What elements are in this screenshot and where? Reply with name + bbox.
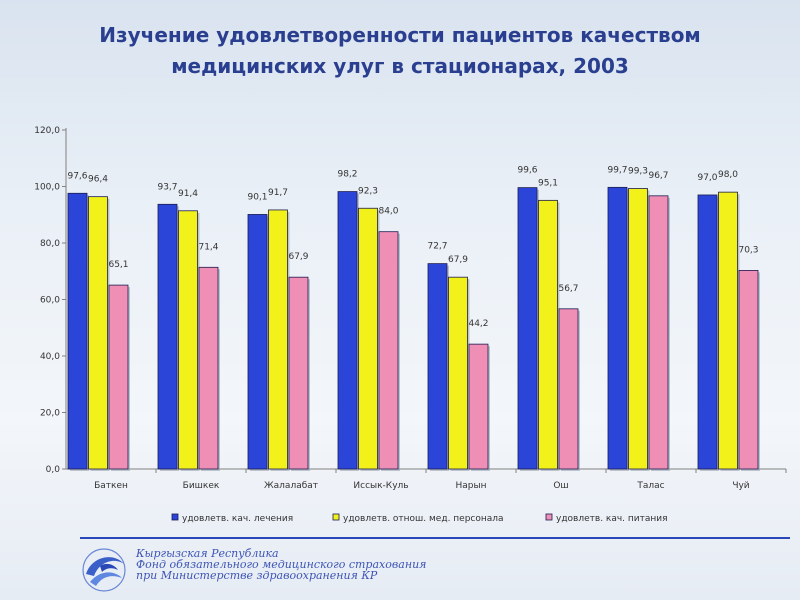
footer-text: Кыргызская Республика Фонд обязательного… — [136, 548, 426, 581]
bar — [648, 195, 669, 470]
y-tick-label: 0,0 — [46, 465, 61, 475]
footer-line-2: Фонд обязательного медицинского страхова… — [136, 558, 427, 571]
bar — [718, 191, 738, 470]
x-tick-label: Жалалабат — [264, 481, 318, 491]
legend-swatch — [332, 513, 340, 521]
x-tick-label: Ош — [553, 481, 568, 491]
bar — [67, 192, 88, 470]
bar-value-label: 99,3 — [628, 166, 648, 176]
legend-label: удовлетв. кач. лечения — [182, 514, 293, 524]
bar-value-label: 92,3 — [358, 186, 378, 196]
bar — [157, 203, 178, 470]
bar — [288, 276, 309, 470]
bar-value-label: 71,4 — [198, 242, 218, 252]
bar-value-label: 95,1 — [538, 178, 558, 188]
bar-chart: 0,0 20,0 40,0 60,0 80,0 100,0 120,0 97,6 96,4 65,… — [34, 126, 787, 524]
bar — [468, 343, 489, 470]
bar — [427, 263, 448, 470]
bar — [198, 266, 219, 470]
bar-value-label: 91,7 — [268, 188, 288, 198]
bar-value-label: 65,1 — [108, 260, 128, 270]
y-tick-label: 100,0 — [34, 183, 60, 193]
bar-value-label: 90,1 — [247, 192, 267, 202]
footer-divider — [80, 537, 790, 539]
y-tick-label: 20,0 — [40, 409, 60, 419]
bar — [358, 207, 378, 470]
bar-value-label: 98,0 — [718, 170, 738, 180]
bar-value-label: 84,0 — [378, 207, 398, 217]
bar-value-label: 99,6 — [517, 166, 537, 176]
bar — [88, 196, 108, 470]
bar-value-label: 96,7 — [648, 171, 668, 181]
x-tick-label: Иссык-Куль — [353, 481, 408, 491]
bar-value-label: 56,7 — [558, 284, 578, 294]
bar — [448, 276, 468, 470]
legend-swatch — [545, 513, 553, 521]
bar — [607, 186, 628, 470]
fund-logo-icon — [82, 548, 126, 592]
x-tick-label: Чуй — [732, 481, 749, 491]
bar — [538, 199, 558, 470]
x-tick-label: Бишкек — [183, 481, 220, 491]
bar-value-label: 96,4 — [88, 175, 108, 185]
x-tick-label: Талас — [636, 481, 664, 491]
chart-title: Изучение удовлетворенности пациентов кач… — [0, 20, 800, 82]
bar — [268, 209, 288, 470]
bar-value-label: 99,7 — [607, 165, 627, 175]
legend-swatch — [171, 513, 179, 521]
bar-value-label: 97,0 — [697, 173, 717, 183]
bar — [738, 270, 759, 470]
footer-line-1: Кыргызская Республика — [136, 547, 279, 560]
bar-value-label: 44,2 — [468, 319, 488, 329]
y-tick-label: 40,0 — [40, 352, 60, 362]
chart-title-line-1: Изучение удовлетворенности пациентов кач… — [99, 23, 701, 47]
bar-value-label: 98,2 — [337, 170, 357, 180]
footer-line-3: при Министерстве здравоохранения КР — [136, 569, 378, 582]
chart-title-line-2: медицинских улуг в стационарах, 2003 — [171, 54, 629, 78]
y-tick-label: 80,0 — [40, 239, 60, 249]
x-tick-label: Баткен — [94, 481, 128, 491]
bar-value-label: 97,6 — [67, 171, 87, 181]
bar — [628, 188, 648, 470]
bar — [337, 191, 358, 470]
bar — [178, 210, 198, 470]
bar — [378, 231, 399, 470]
bar — [517, 187, 538, 470]
bar-value-label: 67,9 — [288, 252, 308, 262]
bar-value-label: 91,4 — [178, 189, 198, 199]
bar — [247, 214, 268, 470]
bar-value-label: 70,3 — [738, 245, 758, 255]
bar-value-label: 72,7 — [427, 242, 447, 252]
y-tick-label: 120,0 — [34, 126, 60, 136]
y-tick-label: 60,0 — [40, 296, 60, 306]
bar — [558, 308, 579, 470]
legend-label: удовлетв. отнош. мед. персонала — [343, 514, 504, 524]
bar — [108, 284, 129, 470]
x-tick-label: Нарын — [456, 481, 487, 491]
bar-value-label: 67,9 — [448, 255, 468, 265]
legend-label: удовлетв. кач. питания — [556, 514, 668, 524]
bar-value-label: 93,7 — [157, 182, 177, 192]
bar — [697, 194, 718, 470]
